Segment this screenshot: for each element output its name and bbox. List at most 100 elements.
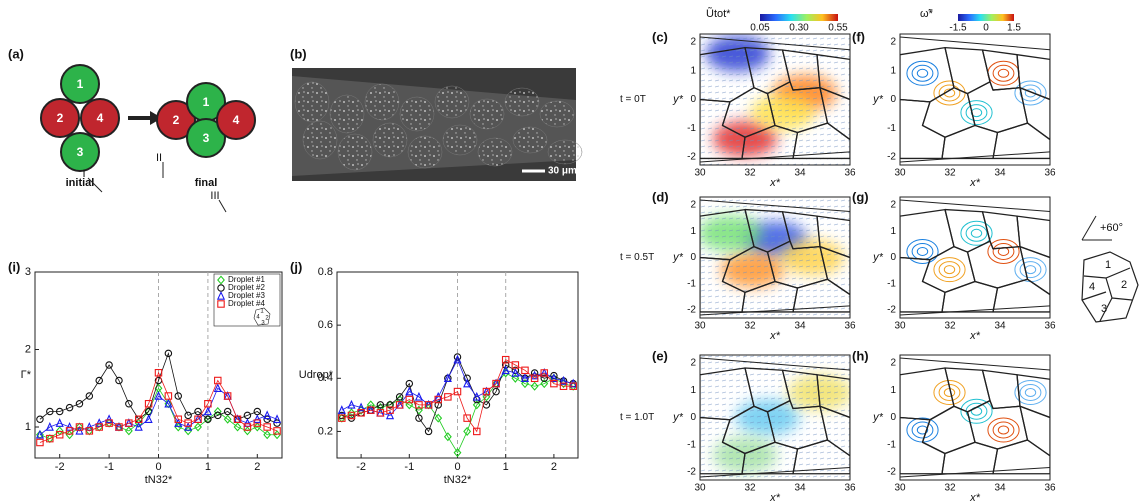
x-tick-label: 1 [205, 461, 211, 473]
y-tick-label: -1 [687, 278, 696, 289]
panel-label: (e) [652, 348, 668, 363]
cell [505, 88, 539, 116]
colorbar-tick: 0.55 [828, 23, 848, 34]
x-tick-label: 34 [794, 168, 806, 179]
cell [540, 101, 574, 127]
flow-panel [700, 34, 850, 165]
x-tick-label: 32 [744, 321, 756, 332]
angle-label: +60° [1100, 222, 1123, 234]
droplet-number: 4 [1089, 281, 1095, 293]
cell [548, 140, 582, 164]
y-axis-label: y* [672, 251, 684, 263]
time-label: t = 0T [620, 94, 646, 105]
cell [513, 127, 547, 153]
x-tick-label: 36 [1044, 483, 1056, 494]
time-label: t = 1.0T [620, 412, 654, 423]
annotation: II [156, 152, 162, 164]
panel-bg [900, 34, 1050, 165]
y-tick-label: 0 [690, 94, 696, 105]
flow-panel [900, 197, 1050, 318]
x-tick-label: 0 [155, 461, 161, 473]
x-tick-label: 32 [944, 483, 956, 494]
droplet-number: 3 [1101, 303, 1107, 315]
x-tick-label: 36 [844, 483, 856, 494]
cell [408, 136, 442, 168]
x-tick-label: 34 [794, 483, 806, 494]
caption: final [195, 177, 218, 189]
droplet-number: 2 [1121, 279, 1127, 291]
colorbar-tick: 0 [983, 23, 989, 34]
x-axis-label: tN32* [145, 474, 173, 486]
cell [373, 123, 407, 157]
caption: initial [66, 177, 95, 189]
y-tick-label: -2 [687, 305, 696, 316]
panel-label: (g) [852, 189, 869, 204]
vectors [700, 34, 850, 165]
y-tick-label: 0 [890, 412, 896, 423]
x-tick-label: 1 [503, 461, 509, 473]
cell [295, 82, 329, 122]
x-tick-label: 36 [844, 168, 856, 179]
y-axis-label: y* [672, 411, 684, 423]
colorbar-tick: 0.30 [789, 23, 809, 34]
y-axis-label: y* [872, 411, 884, 423]
y-tick-label: -2 [887, 152, 896, 163]
x-tick-label: 30 [894, 321, 906, 332]
y-tick-label: 2 [890, 37, 896, 48]
droplet-number: 1 [77, 77, 84, 91]
y-tick-label: 0.8 [318, 266, 333, 278]
panel-label: (d) [652, 189, 669, 204]
x-tick-label: 30 [694, 483, 706, 494]
x-tick-label: 34 [994, 483, 1006, 494]
legend-label: Droplet #4 [228, 299, 265, 308]
x-tick-label: -2 [356, 461, 366, 473]
y-axis-label: Udrop* [299, 369, 334, 381]
y-tick-label: 2 [890, 358, 896, 369]
y-tick-label: -2 [687, 467, 696, 478]
y-tick-label: 0 [690, 252, 696, 263]
y-tick-label: 1 [25, 421, 31, 433]
cell [303, 121, 337, 159]
droplet-number: 1 [203, 95, 210, 109]
y-axis-label: y* [872, 251, 884, 263]
y-tick-label: 2 [690, 37, 696, 48]
cell [365, 84, 399, 120]
x-tick-label: -1 [404, 461, 414, 473]
annotation: I [82, 168, 85, 180]
cell [478, 138, 512, 166]
x-tick-label: 0 [454, 461, 460, 473]
x-tick-label: 30 [894, 168, 906, 179]
x-tick-label: 32 [744, 483, 756, 494]
y-tick-label: -1 [887, 278, 896, 289]
y-tick-label: -2 [687, 152, 696, 163]
colorbar-tick: 1.5 [1007, 23, 1021, 34]
colorbar-tick: 0.05 [750, 23, 770, 34]
y-tick-label: 0 [690, 412, 696, 423]
y-tick-label: 3 [25, 266, 31, 278]
y-tick-label: 1 [890, 65, 896, 76]
x-tick-label: 2 [551, 461, 557, 473]
x-axis-label: x* [769, 492, 781, 504]
x-tick-label: 32 [944, 168, 956, 179]
x-axis-label: x* [969, 177, 981, 189]
cell [338, 134, 372, 170]
flow-panel [700, 355, 852, 480]
time-label: t = 0.5T [620, 252, 654, 263]
y-tick-label: 2 [25, 343, 31, 355]
x-tick-label: 36 [1044, 321, 1056, 332]
y-tick-label: 1 [890, 226, 896, 237]
y-tick-label: 1 [690, 385, 696, 396]
droplet-number: 2 [57, 111, 64, 125]
y-tick-label: 1 [690, 226, 696, 237]
y-tick-label: 1 [890, 385, 896, 396]
x-axis-label: x* [969, 330, 981, 342]
y-tick-label: -1 [887, 123, 896, 134]
x-tick-label: 32 [744, 168, 756, 179]
x-tick-label: 34 [794, 321, 806, 332]
colorbar-label: Ũtot* [706, 7, 731, 20]
x-tick-label: 36 [1044, 168, 1056, 179]
panel-label: (f) [852, 29, 865, 44]
y-tick-label: 2 [890, 200, 896, 211]
x-tick-label: 30 [894, 483, 906, 494]
angle-line [1082, 216, 1096, 240]
